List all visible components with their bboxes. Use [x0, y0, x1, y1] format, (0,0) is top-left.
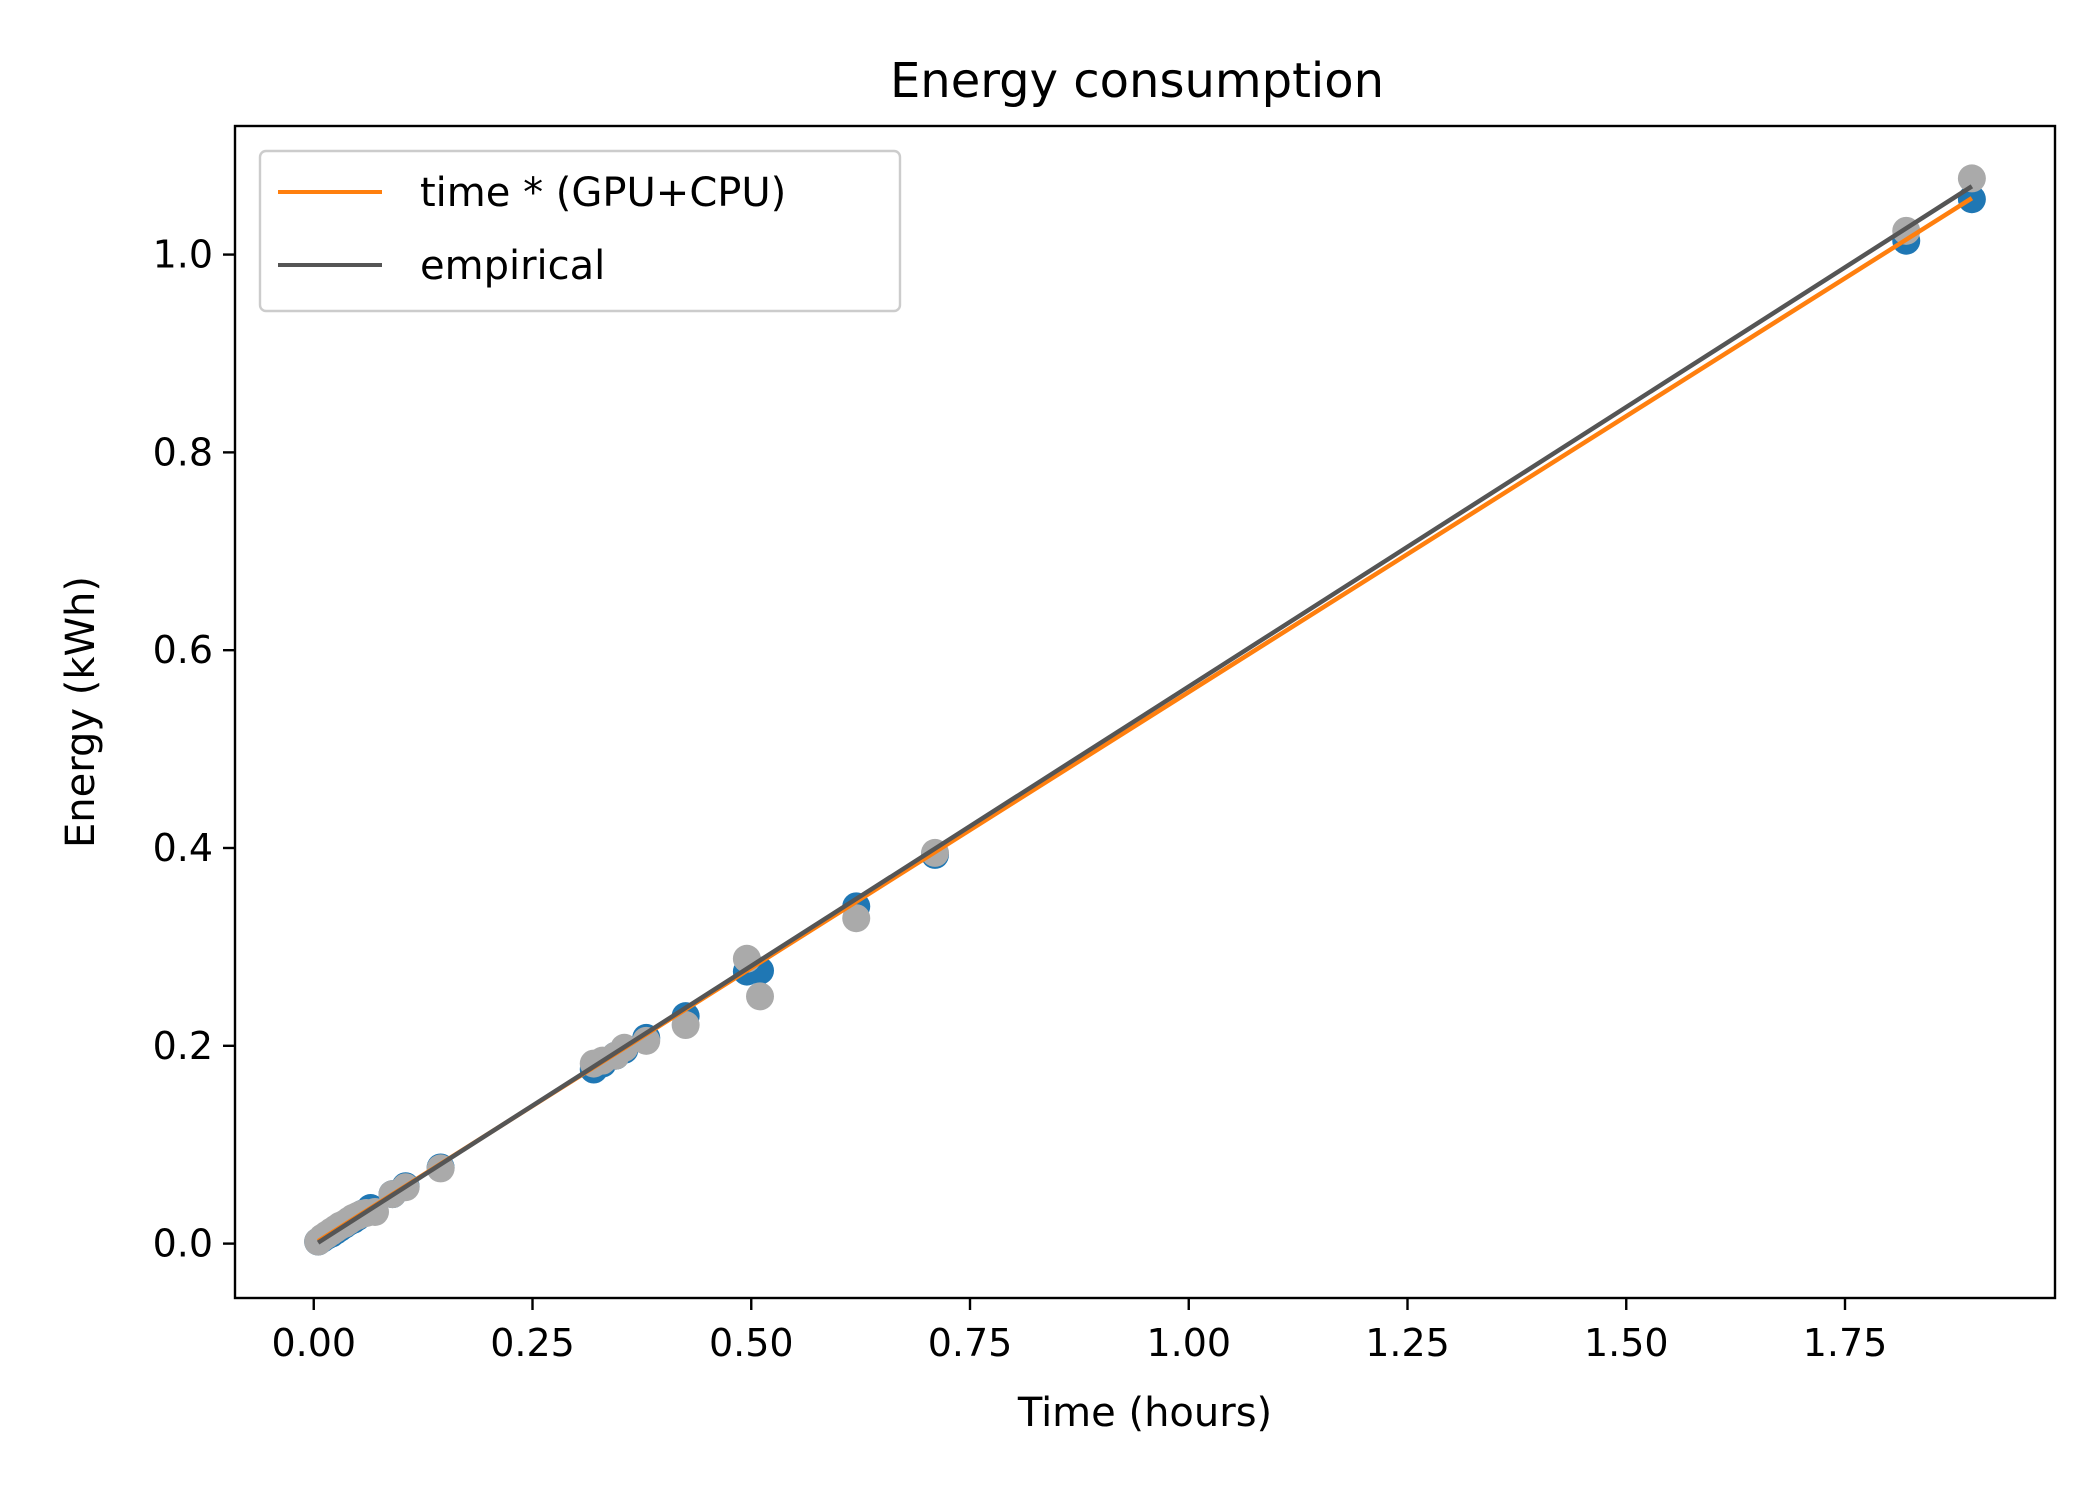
series-layer — [304, 164, 1986, 1256]
x-tick-label: 0.00 — [271, 1321, 356, 1365]
x-tick-label: 1.50 — [1584, 1321, 1669, 1365]
data-point — [1957, 164, 1986, 193]
chart-title: Energy consumption — [890, 53, 1384, 109]
x-tick-label: 1.00 — [1146, 1321, 1231, 1365]
x-tick-label: 0.50 — [709, 1321, 794, 1365]
x-tick-label: 1.75 — [1803, 1321, 1888, 1365]
data-point — [746, 982, 774, 1011]
y-tick-label: 0.4 — [153, 826, 213, 870]
y-tick-label: 0.6 — [153, 628, 213, 672]
data-point — [671, 1011, 700, 1040]
y-tick-label: 0.2 — [153, 1024, 213, 1068]
legend: time * (GPU+CPU) empirical — [258, 149, 902, 313]
scatter-series-1 — [304, 164, 1986, 1256]
axes-frame — [233, 124, 2057, 1300]
x-tick-label: 1.25 — [1365, 1321, 1450, 1365]
plot-area: 0.00 0.25 0.50 0.75 1.00 1.25 1.50 1.75 0.00.20… — [153, 124, 2057, 1365]
legend-label-time-gpu-cpu: time * (GPU+CPU) — [420, 170, 786, 216]
y-axis-ticks: 0.0 0.2 0.4 0.6 0.8 1.0 — [153, 233, 235, 1266]
x-tick-label: 0.25 — [490, 1321, 575, 1365]
data-point — [632, 1026, 661, 1055]
x-tick-label: 0.75 — [928, 1321, 1013, 1365]
data-point — [842, 904, 871, 933]
y-axis-label: Energy (kWh) — [58, 576, 104, 848]
y-tick-label: 1.0 — [153, 233, 213, 277]
data-point — [361, 1197, 389, 1226]
y-tick-label: 0.8 — [153, 430, 213, 474]
legend-label-empirical: empirical — [420, 243, 605, 289]
x-axis-label: Time (hours) — [1017, 1390, 1272, 1436]
y-tick-label: 0.0 — [153, 1222, 213, 1266]
x-axis-ticks: 0.00 0.25 0.50 0.75 1.00 1.25 1.50 1.75 — [271, 1298, 1887, 1365]
series-line-empirical — [316, 184, 1974, 1245]
legend-box — [258, 149, 902, 313]
